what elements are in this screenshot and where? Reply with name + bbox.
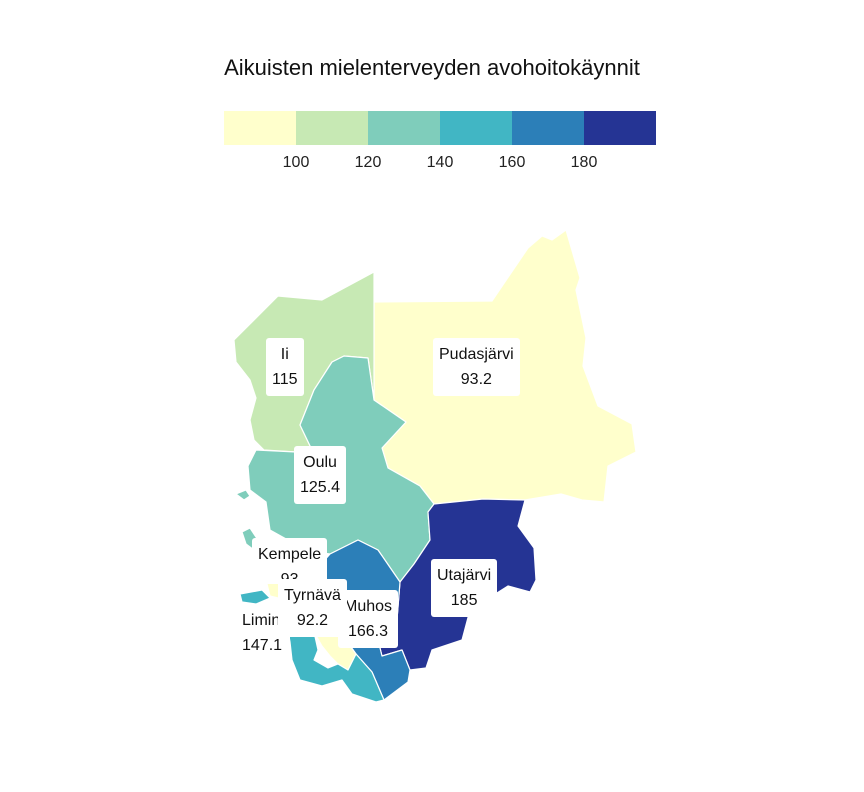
label-oulu: Oulu 125.4	[294, 446, 347, 504]
label-tyrnava: Tyrnävä 92.2	[278, 579, 347, 637]
label-pudasjarvi-value: 93.2	[460, 371, 492, 388]
legend-swatch-4	[440, 111, 512, 145]
color-legend	[224, 111, 656, 145]
label-utajarvi-value: 185	[450, 592, 478, 609]
legend-swatch-5	[512, 111, 584, 145]
legend-tick-180: 180	[570, 154, 598, 171]
label-kempele: Kempele 93	[252, 538, 328, 584]
legend-tick-160: 160	[498, 154, 526, 171]
label-utajarvi-name: Utajärvi	[437, 567, 492, 584]
legend-swatch-2	[296, 111, 368, 145]
label-kempele-name: Kempele	[258, 546, 322, 563]
label-pudasjarvi: Pudasjärvi 93.2	[433, 338, 520, 396]
label-ii-value: 115	[272, 371, 298, 388]
legend-tick-100: 100	[282, 154, 310, 171]
label-tyrnava-value: 92.2	[296, 612, 329, 629]
legend-swatch-1	[224, 111, 296, 145]
label-oulu-value: 125.4	[300, 479, 341, 496]
label-oulu-name: Oulu	[303, 454, 337, 471]
label-ii-name: Ii	[280, 346, 289, 363]
island-3	[239, 589, 271, 605]
label-ii: Ii 115	[266, 338, 304, 396]
label-muhos-name: Muhos	[344, 598, 393, 615]
label-muhos: Muhos 166.3	[338, 590, 399, 648]
legend-tick-140: 140	[426, 154, 454, 171]
legend-tick-120: 120	[354, 154, 382, 171]
label-liminka-value: 147.1	[242, 637, 283, 654]
label-tyrnava-name: Tyrnävä	[284, 587, 341, 604]
legend-swatch-3	[368, 111, 440, 145]
label-muhos-value: 166.3	[347, 623, 389, 640]
label-utajarvi: Utajärvi 185	[431, 559, 498, 617]
label-liminka-name: Limin	[242, 612, 281, 629]
label-liminka: Limin 147.1	[236, 604, 290, 662]
island-1	[235, 489, 251, 501]
legend-swatch-6	[584, 111, 656, 145]
label-pudasjarvi-name: Pudasjärvi	[439, 346, 514, 363]
map-title: Aikuisten mielenterveyden avohoitokäynni…	[224, 55, 640, 80]
